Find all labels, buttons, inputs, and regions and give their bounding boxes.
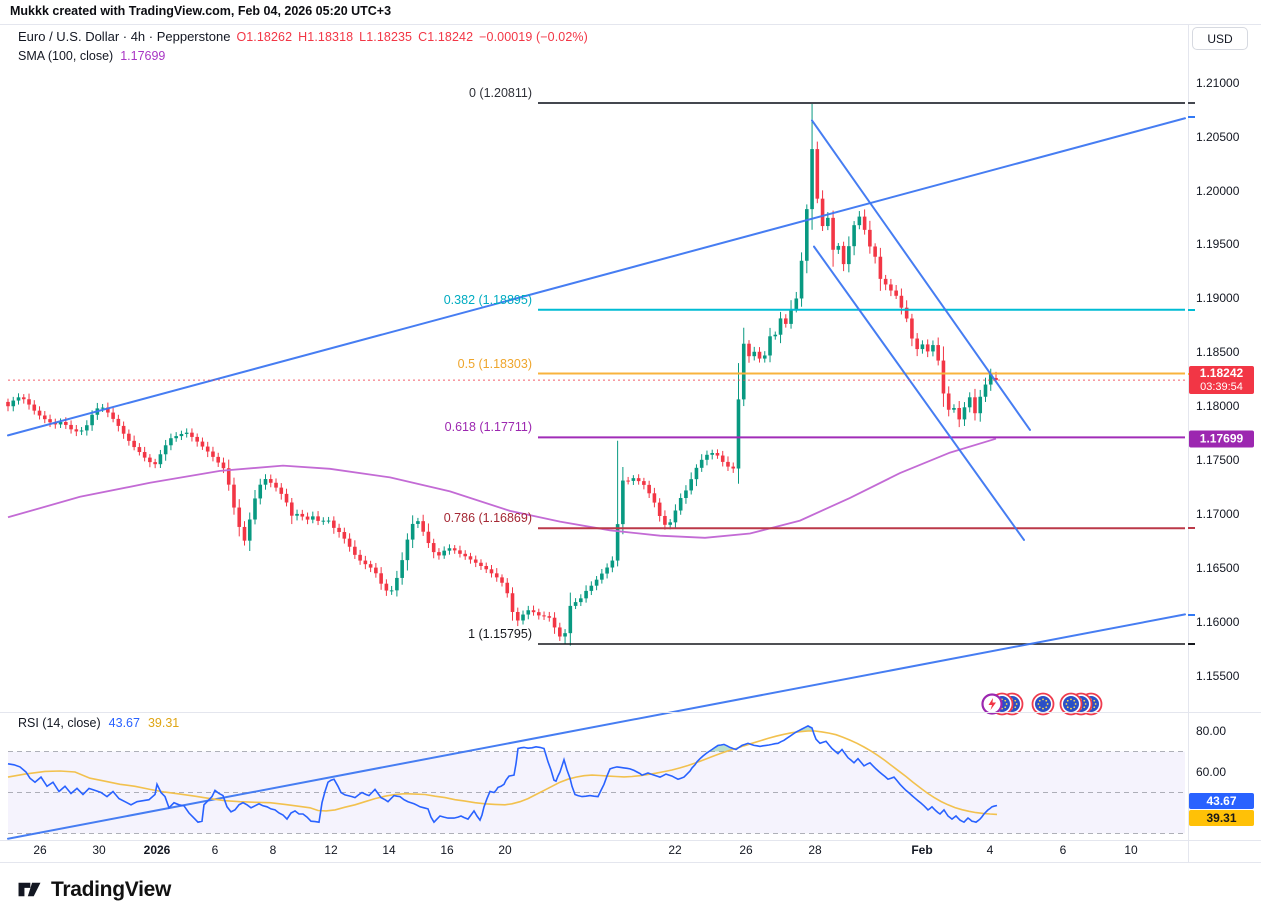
rsi-ma-line — [7, 730, 998, 816]
ohlc-open: O1.18262 — [236, 30, 293, 44]
rsi-legend[interactable]: RSI (14, close) 43.67 39.31 — [18, 716, 179, 730]
time-axis-label: 30 — [92, 843, 106, 857]
axis-tick-mark — [1188, 527, 1195, 530]
calendar-icons — [981, 692, 1103, 716]
ohlc-high: H1.18318 — [298, 30, 354, 44]
time-axis-label: 6 — [211, 843, 219, 857]
rsi-line — [7, 724, 998, 824]
rsi-value-badge: 43.67 — [1189, 793, 1254, 810]
time-axis-label: 16 — [440, 843, 454, 857]
last-price-badge: 1.18242 03:39:54 — [1189, 366, 1254, 395]
sma-value: 1.17699 — [120, 49, 166, 63]
fib-level-label: 0.5 (1.18303) — [457, 356, 532, 371]
rsi-ma-value: 39.31 — [147, 716, 180, 730]
rsi-axis-label: 60.00 — [1196, 765, 1227, 779]
fib-level-label: 1 (1.15795) — [468, 627, 532, 642]
time-axis-label: 26 — [739, 843, 753, 857]
ohlc-change: −0.00019 (−0.02%) — [479, 30, 588, 44]
price-axis-border — [1188, 24, 1189, 862]
price-axis-label: 1.15500 — [1196, 668, 1240, 683]
rsi-value: 43.67 — [108, 716, 140, 730]
rsi-label: RSI (14, close) — [18, 716, 101, 730]
price-axis-label: 1.19000 — [1196, 291, 1240, 306]
trendline — [813, 245, 1025, 541]
time-axis-label: 10 — [1124, 843, 1138, 857]
axis-tick-mark — [1188, 102, 1195, 105]
tradingview-logo: TradingView — [16, 876, 171, 903]
bar-countdown: 03:39:54 — [1200, 381, 1243, 394]
eu-flag-event-icon[interactable] — [1031, 692, 1055, 716]
chart-top-border — [0, 24, 1261, 25]
tradingview-logo-icon — [18, 882, 41, 897]
axis-tick-mark — [1188, 643, 1195, 646]
price-axis-label: 1.20000 — [1196, 183, 1240, 198]
eu-flag-event-icon[interactable] — [1059, 692, 1083, 716]
price-axis-label: 1.17000 — [1196, 507, 1240, 522]
time-axis-label: 8 — [269, 843, 277, 857]
sma-line — [7, 437, 997, 539]
axis-tick-mark — [1188, 308, 1195, 311]
rsi-overbought-fill — [706, 725, 840, 754]
time-axis-label: 20 — [498, 843, 512, 857]
trendline — [7, 117, 1186, 437]
time-axis-label: 14 — [382, 843, 396, 857]
last-price-value: 1.18242 — [1199, 366, 1244, 381]
fib-level-label: 0 (1.20811) — [468, 86, 532, 101]
time-axis-label: 22 — [668, 843, 682, 857]
ohlc-low: L1.18235 — [359, 30, 413, 44]
axis-tick-mark — [1188, 116, 1195, 119]
price-axis-label: 1.17500 — [1196, 453, 1240, 468]
pane-separator[interactable] — [0, 712, 1261, 713]
time-axis-label: 28 — [808, 843, 822, 857]
rsi-axis-label: 80.00 — [1196, 724, 1227, 739]
symbol-legend[interactable]: Euro / U.S. Dollar · 4h · Pepperstone O1… — [18, 29, 588, 44]
time-axis-label: 26 — [33, 843, 47, 857]
rsi-value-badge: 39.31 — [1189, 810, 1254, 827]
price-axis-label: 1.21000 — [1196, 75, 1240, 90]
time-axis-label: 12 — [324, 843, 338, 857]
ohlc-close: C1.18242 — [418, 30, 474, 44]
currency-toggle-button[interactable]: USD — [1192, 27, 1248, 50]
chart-bottom-border — [0, 862, 1261, 863]
fib-level-label: 0.618 (1.17711) — [444, 420, 532, 435]
fib-level-label: 0.786 (1.16869) — [443, 511, 532, 526]
price-axis-label: 1.18000 — [1196, 399, 1240, 414]
time-axis-label: 4 — [986, 843, 994, 857]
sma-label: SMA (100, close) — [18, 49, 114, 63]
tradingview-logo-text: TradingView — [51, 877, 172, 901]
trendline — [811, 119, 1031, 431]
symbol-title: Euro / U.S. Dollar · 4h · Pepperstone — [18, 29, 231, 44]
time-axis-label: 2026 — [143, 843, 171, 857]
economic-event-flash-icon[interactable] — [981, 693, 1003, 715]
fib-level-label: 0.382 (1.18895) — [443, 292, 532, 307]
price-axis-label: 1.16500 — [1196, 561, 1240, 575]
time-axis-label: Feb — [911, 843, 933, 857]
price-axis-label: 1.20500 — [1196, 129, 1240, 144]
trendline — [7, 613, 1186, 840]
price-axis-label: 1.18500 — [1196, 345, 1240, 360]
watermark-text: Mukkk created with TradingView.com, Feb … — [10, 4, 392, 18]
price-axis-label: 1.16000 — [1196, 614, 1240, 629]
time-axis-border — [0, 840, 1261, 841]
axis-tick-mark — [1188, 614, 1195, 617]
candles — [6, 103, 998, 646]
sma-price-badge: 1.17699 — [1189, 430, 1254, 448]
sma-legend[interactable]: SMA (100, close) 1.17699 — [18, 49, 165, 63]
time-axis-label: 6 — [1059, 843, 1067, 857]
price-axis-label: 1.19500 — [1196, 237, 1240, 252]
